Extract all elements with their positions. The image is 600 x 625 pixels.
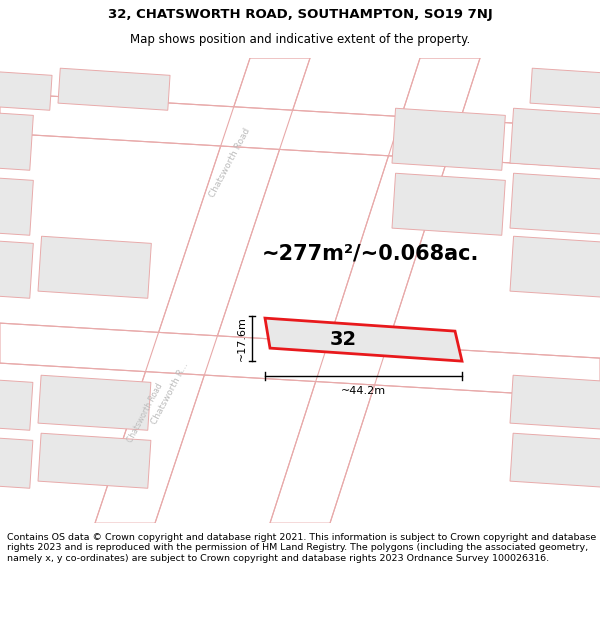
Polygon shape xyxy=(0,236,34,298)
Text: ~277m²/~0.068ac.: ~277m²/~0.068ac. xyxy=(262,243,479,263)
Text: 32: 32 xyxy=(329,330,356,349)
Polygon shape xyxy=(510,375,600,430)
Text: 32, CHATSWORTH ROAD, SOUTHAMPTON, SO19 7NJ: 32, CHATSWORTH ROAD, SOUTHAMPTON, SO19 7… xyxy=(107,8,493,21)
Polygon shape xyxy=(38,236,151,298)
Polygon shape xyxy=(0,68,52,110)
Polygon shape xyxy=(510,173,600,235)
Polygon shape xyxy=(392,108,505,170)
Polygon shape xyxy=(95,58,310,523)
Polygon shape xyxy=(510,433,600,488)
Text: ~17.6m: ~17.6m xyxy=(237,316,247,361)
Polygon shape xyxy=(0,375,33,430)
Polygon shape xyxy=(0,108,34,170)
Polygon shape xyxy=(38,433,151,488)
Polygon shape xyxy=(58,68,170,110)
Polygon shape xyxy=(530,68,600,110)
Polygon shape xyxy=(510,108,600,170)
Polygon shape xyxy=(0,433,33,488)
Text: Chatsworth R...: Chatsworth R... xyxy=(150,361,190,426)
Polygon shape xyxy=(510,236,600,298)
Text: Contains OS data © Crown copyright and database right 2021. This information is : Contains OS data © Crown copyright and d… xyxy=(7,533,596,562)
Text: Chatsworth Road: Chatsworth Road xyxy=(125,382,164,444)
Text: Chatsworth Road: Chatsworth Road xyxy=(208,127,252,199)
Polygon shape xyxy=(392,173,505,235)
Polygon shape xyxy=(38,375,151,430)
Text: ~44.2m: ~44.2m xyxy=(341,386,386,396)
Polygon shape xyxy=(0,323,600,398)
Polygon shape xyxy=(0,93,600,168)
Polygon shape xyxy=(265,318,462,361)
Polygon shape xyxy=(270,58,480,523)
Polygon shape xyxy=(0,173,34,235)
Text: Map shows position and indicative extent of the property.: Map shows position and indicative extent… xyxy=(130,34,470,46)
